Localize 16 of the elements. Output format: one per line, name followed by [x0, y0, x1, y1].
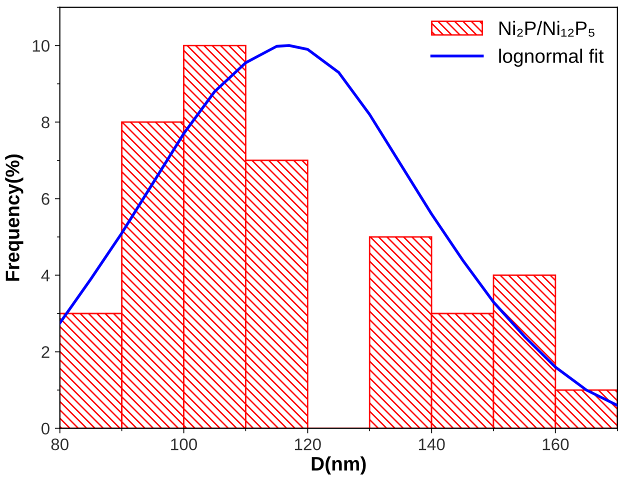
legend-label: lognormal fit	[499, 48, 604, 67]
x-tick-label: 80	[51, 438, 68, 450]
x-tick-label: 100	[171, 438, 198, 450]
x-tick-label: 160	[542, 438, 569, 450]
y-tick-label: 8	[42, 116, 50, 128]
y-tick-label: 0	[42, 422, 50, 435]
y-axis-title: Frequency(%)	[5, 154, 24, 281]
x-tick-label: 140	[418, 438, 445, 450]
line-series	[60, 44, 618, 407]
legend-label: Ni₂P/Ni₁₂P₅	[499, 20, 594, 37]
x-axis-title: D(nm)	[312, 456, 366, 474]
y-tick-label: 4	[41, 270, 50, 282]
x-tick-label: 120	[295, 438, 321, 450]
y-tick-label: 6	[42, 193, 50, 205]
y-tick-label: 2	[42, 346, 50, 358]
y-tick-label: 10	[32, 40, 50, 52]
